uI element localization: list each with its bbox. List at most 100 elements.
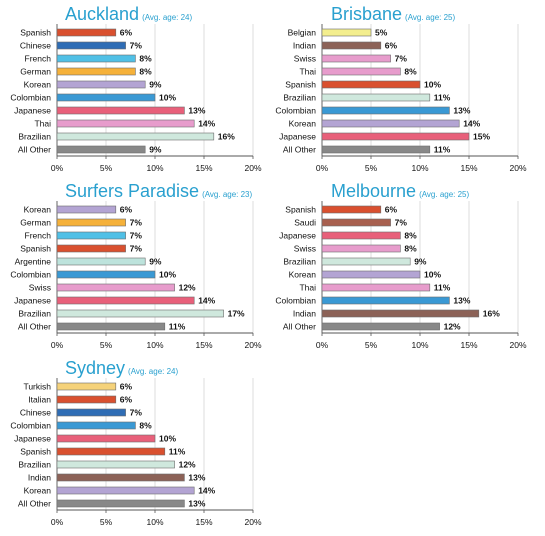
data-label: 8% bbox=[404, 244, 417, 254]
bar bbox=[321, 41, 382, 50]
bar bbox=[56, 309, 224, 318]
x-tick-label: 0% bbox=[316, 340, 329, 350]
data-label: 10% bbox=[159, 434, 176, 444]
bar bbox=[56, 408, 126, 417]
data-label: 14% bbox=[463, 119, 480, 129]
category-label: Colombian bbox=[275, 296, 316, 306]
category-label: Swiss bbox=[294, 54, 316, 64]
data-label: 13% bbox=[453, 296, 470, 306]
category-label: All Other bbox=[18, 499, 51, 509]
x-tick-label: 0% bbox=[51, 163, 64, 173]
category-label: Brazilian bbox=[18, 132, 51, 142]
bar bbox=[56, 80, 146, 89]
x-tick-label: 10% bbox=[411, 163, 428, 173]
category-label: Italian bbox=[28, 395, 51, 405]
chart-subtitle: (Avg. age: 24) bbox=[142, 13, 193, 22]
bar bbox=[56, 460, 175, 469]
data-label: 13% bbox=[188, 106, 205, 116]
bar bbox=[56, 28, 117, 37]
data-label: 14% bbox=[198, 119, 215, 129]
x-tick-label: 10% bbox=[146, 340, 163, 350]
bar bbox=[56, 421, 136, 430]
bar bbox=[56, 205, 117, 214]
data-label: 7% bbox=[130, 244, 143, 254]
data-label: 8% bbox=[139, 421, 152, 431]
category-label: Brazilian bbox=[18, 460, 51, 470]
category-label: Indian bbox=[293, 41, 316, 51]
bar bbox=[321, 132, 470, 141]
data-label: 11% bbox=[434, 283, 451, 293]
chart-subtitle: (Avg. age: 23) bbox=[202, 190, 253, 199]
bar bbox=[56, 382, 117, 391]
category-label: Argentine bbox=[15, 257, 52, 267]
category-label: Belgian bbox=[288, 28, 317, 38]
bar bbox=[321, 322, 440, 331]
bar bbox=[56, 257, 146, 266]
data-label: 10% bbox=[159, 270, 176, 280]
x-tick-label: 0% bbox=[316, 163, 329, 173]
bar bbox=[321, 296, 450, 305]
data-label: 10% bbox=[424, 80, 441, 90]
bar bbox=[56, 41, 126, 50]
x-tick-label: 20% bbox=[244, 517, 261, 527]
bar bbox=[56, 67, 136, 76]
category-label: Thai bbox=[299, 67, 316, 77]
data-label: 13% bbox=[188, 499, 205, 509]
data-label: 15% bbox=[473, 132, 490, 142]
bar bbox=[321, 205, 382, 214]
data-label: 16% bbox=[218, 132, 235, 142]
x-tick-label: 15% bbox=[460, 163, 477, 173]
category-label: Korean bbox=[289, 119, 317, 129]
chart-title: Brisbane bbox=[331, 4, 403, 24]
category-label: All Other bbox=[283, 145, 316, 155]
data-label: 6% bbox=[120, 205, 133, 215]
bar bbox=[56, 119, 195, 128]
category-label: German bbox=[20, 218, 51, 228]
data-label: 9% bbox=[149, 145, 162, 155]
data-label: 6% bbox=[120, 382, 133, 392]
chart-panel-melbourne: Melbourne (Avg. age: 25) 0% 5% 10% 15% 20% Spa… bbox=[265, 177, 537, 355]
category-label: Japanese bbox=[279, 132, 316, 142]
x-tick-label: 15% bbox=[460, 340, 477, 350]
category-label: Chinese bbox=[20, 41, 51, 51]
x-tick-label: 10% bbox=[146, 517, 163, 527]
category-label: Saudi bbox=[294, 218, 316, 228]
bar bbox=[56, 231, 126, 240]
category-label: Indian bbox=[293, 309, 316, 319]
category-label: Colombian bbox=[275, 106, 316, 116]
category-label: All Other bbox=[18, 145, 51, 155]
category-label: Colombian bbox=[10, 270, 51, 280]
data-label: 12% bbox=[179, 460, 196, 470]
x-tick-label: 5% bbox=[365, 340, 378, 350]
chart-panel-brisbane: Brisbane (Avg. age: 25) 0% 5% 10% 15% 20% Belg… bbox=[265, 0, 537, 178]
category-label: Spanish bbox=[285, 80, 316, 90]
chart-panel-auckland: Auckland (Avg. age: 24) 0% 5% 10% 15% 20% Span… bbox=[0, 0, 272, 178]
x-tick-label: 20% bbox=[244, 163, 261, 173]
category-label: Japanese bbox=[279, 231, 316, 241]
bar-chart-surfers-paradise: 0% 5% 10% 15% 20% Korean 6% German 7% French 7% Spa… bbox=[10, 201, 262, 350]
x-tick-label: 5% bbox=[100, 163, 113, 173]
bar bbox=[56, 473, 185, 482]
category-label: All Other bbox=[18, 322, 51, 332]
bar bbox=[321, 244, 401, 253]
x-tick-label: 15% bbox=[195, 517, 212, 527]
chart-title: Surfers Paradise bbox=[65, 181, 200, 201]
data-label: 5% bbox=[375, 28, 388, 38]
data-label: 12% bbox=[444, 322, 461, 332]
category-label: Colombian bbox=[10, 421, 51, 431]
bar bbox=[56, 270, 156, 279]
data-label: 8% bbox=[139, 67, 152, 77]
data-label: 17% bbox=[228, 309, 245, 319]
bar bbox=[321, 119, 460, 128]
category-label: Indian bbox=[28, 473, 51, 483]
category-label: Swiss bbox=[29, 283, 51, 293]
bar-chart-auckland: 0% 5% 10% 15% 20% Spanish 6% Chinese 7% French 8% G… bbox=[10, 24, 262, 173]
category-label: Spanish bbox=[20, 244, 51, 254]
x-tick-label: 0% bbox=[51, 517, 64, 527]
category-label: Chinese bbox=[20, 408, 51, 418]
bar bbox=[321, 28, 372, 37]
bar-chart-sydney: 0% 5% 10% 15% 20% Turkish 6% Italian 6% Chinese 7%… bbox=[10, 378, 262, 527]
bar bbox=[321, 257, 411, 266]
data-label: 7% bbox=[395, 218, 408, 228]
data-label: 16% bbox=[483, 309, 500, 319]
